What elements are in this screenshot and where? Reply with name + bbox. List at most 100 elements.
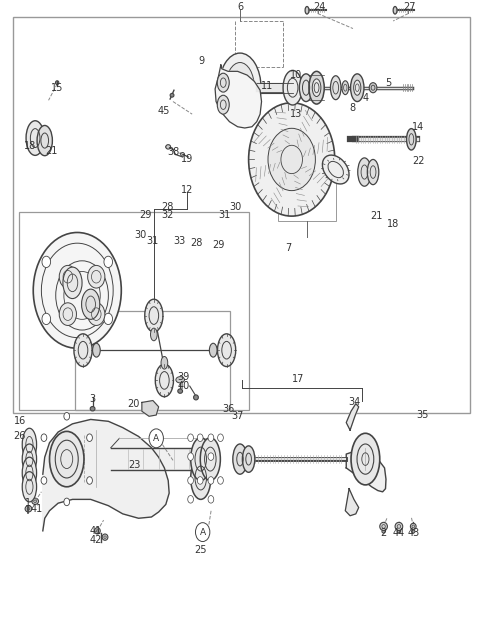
Text: 27: 27 xyxy=(404,2,416,12)
Text: 40: 40 xyxy=(178,381,190,391)
Ellipse shape xyxy=(410,523,416,529)
Ellipse shape xyxy=(193,395,198,400)
Text: 20: 20 xyxy=(128,399,140,409)
Text: 3: 3 xyxy=(90,394,96,404)
Ellipse shape xyxy=(342,81,348,95)
Text: 26: 26 xyxy=(13,432,26,442)
Text: 35: 35 xyxy=(417,410,429,420)
Text: 1: 1 xyxy=(25,498,32,508)
Text: 39: 39 xyxy=(178,372,190,382)
Polygon shape xyxy=(345,488,359,516)
Ellipse shape xyxy=(217,334,236,367)
Text: A: A xyxy=(200,528,206,536)
Ellipse shape xyxy=(145,299,163,332)
Ellipse shape xyxy=(22,428,36,461)
Ellipse shape xyxy=(407,129,416,150)
Text: 19: 19 xyxy=(181,155,193,165)
Ellipse shape xyxy=(191,438,211,480)
Text: 2: 2 xyxy=(381,528,387,538)
Circle shape xyxy=(33,232,121,348)
Polygon shape xyxy=(142,401,158,416)
Circle shape xyxy=(188,453,193,461)
Text: 36: 36 xyxy=(222,404,235,414)
Text: 41: 41 xyxy=(89,526,102,536)
Ellipse shape xyxy=(411,530,415,533)
Circle shape xyxy=(59,303,76,326)
Ellipse shape xyxy=(350,74,364,102)
Ellipse shape xyxy=(151,328,157,341)
Text: 21: 21 xyxy=(45,146,57,156)
Ellipse shape xyxy=(176,377,184,383)
Ellipse shape xyxy=(382,530,385,533)
Text: 9: 9 xyxy=(199,56,205,66)
Text: 33: 33 xyxy=(174,236,186,246)
Ellipse shape xyxy=(178,389,182,393)
Text: 44: 44 xyxy=(393,528,405,538)
Bar xyxy=(19,212,249,410)
Bar xyxy=(75,310,230,410)
Ellipse shape xyxy=(354,80,361,95)
Circle shape xyxy=(217,476,223,484)
Ellipse shape xyxy=(300,74,313,102)
Text: 10: 10 xyxy=(290,70,302,80)
Text: 4: 4 xyxy=(362,93,369,103)
Text: 15: 15 xyxy=(51,83,63,93)
Text: 37: 37 xyxy=(231,411,243,422)
Ellipse shape xyxy=(22,472,36,502)
Circle shape xyxy=(64,498,70,505)
Ellipse shape xyxy=(93,343,100,357)
Text: 45: 45 xyxy=(157,106,169,116)
Ellipse shape xyxy=(369,83,377,93)
Text: 43: 43 xyxy=(407,528,420,538)
Text: 8: 8 xyxy=(349,103,356,113)
Ellipse shape xyxy=(209,343,217,357)
Polygon shape xyxy=(346,451,386,492)
Circle shape xyxy=(208,453,214,461)
Text: 5: 5 xyxy=(385,78,392,88)
Circle shape xyxy=(87,476,93,484)
Ellipse shape xyxy=(22,457,36,488)
Text: 16: 16 xyxy=(14,416,26,427)
Circle shape xyxy=(188,476,193,484)
Circle shape xyxy=(208,476,214,484)
Circle shape xyxy=(149,429,163,448)
Circle shape xyxy=(208,495,214,503)
Text: 30: 30 xyxy=(134,230,146,240)
Ellipse shape xyxy=(166,144,170,149)
Ellipse shape xyxy=(312,79,321,97)
Text: 29: 29 xyxy=(212,240,224,250)
Ellipse shape xyxy=(217,73,229,92)
Ellipse shape xyxy=(161,357,168,369)
Polygon shape xyxy=(43,420,169,531)
Text: 28: 28 xyxy=(191,238,203,248)
Ellipse shape xyxy=(25,505,32,512)
Text: 28: 28 xyxy=(161,203,173,212)
Circle shape xyxy=(208,434,214,442)
Text: 18: 18 xyxy=(387,220,399,229)
Text: 31: 31 xyxy=(147,236,159,246)
Circle shape xyxy=(64,413,70,420)
Ellipse shape xyxy=(95,528,100,534)
Text: 30: 30 xyxy=(229,203,241,212)
Ellipse shape xyxy=(180,153,184,156)
Text: 31: 31 xyxy=(218,210,231,220)
Ellipse shape xyxy=(32,498,38,504)
Polygon shape xyxy=(215,65,262,128)
Bar xyxy=(278,168,336,221)
Ellipse shape xyxy=(367,160,379,185)
Text: 34: 34 xyxy=(349,398,361,408)
Text: 41: 41 xyxy=(31,504,43,514)
Text: 24: 24 xyxy=(313,2,325,12)
Ellipse shape xyxy=(397,530,401,533)
Ellipse shape xyxy=(56,81,59,85)
Ellipse shape xyxy=(330,76,341,100)
Ellipse shape xyxy=(37,126,52,156)
Circle shape xyxy=(42,313,50,324)
Circle shape xyxy=(195,522,210,541)
Circle shape xyxy=(104,256,112,268)
Ellipse shape xyxy=(49,432,84,487)
Circle shape xyxy=(197,476,203,484)
Ellipse shape xyxy=(395,522,403,531)
Ellipse shape xyxy=(200,438,220,480)
Ellipse shape xyxy=(380,522,387,531)
